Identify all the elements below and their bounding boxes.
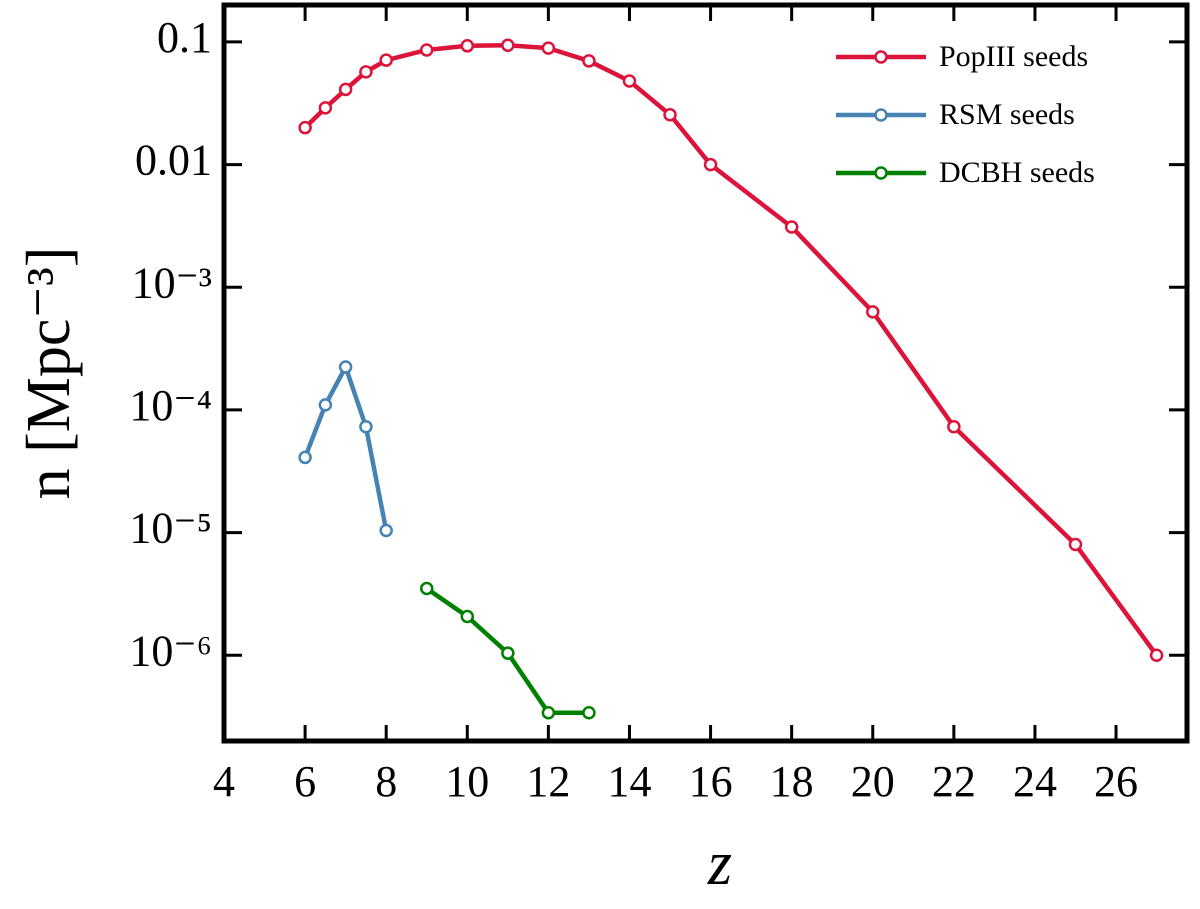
y-axis-label: n [Mpc⁻³] — [15, 247, 83, 500]
legend-marker — [874, 50, 888, 64]
data-point — [501, 38, 515, 52]
series-line — [303, 42, 1159, 657]
data-point — [784, 220, 799, 234]
x-tick-label: 20 — [851, 757, 895, 806]
series-line — [302, 364, 389, 531]
data-point — [359, 419, 373, 434]
data-point — [419, 581, 434, 596]
data-point — [582, 705, 596, 720]
x-tick-label: 24 — [1013, 757, 1057, 806]
y-tick-label: 10⁻³ — [132, 258, 212, 307]
y-tick-label: 10⁻⁵ — [129, 504, 212, 553]
x-tick-label: 26 — [1094, 757, 1138, 806]
x-tick-label: 22 — [932, 757, 976, 806]
x-tick-label: 12 — [526, 757, 570, 806]
data-point — [460, 39, 475, 53]
legend-label: PopIII seeds — [939, 40, 1088, 73]
data-point — [582, 54, 596, 68]
data-point — [663, 107, 677, 122]
y-tick-label: 10⁻⁶ — [129, 626, 212, 675]
data-point — [541, 41, 556, 55]
y-tick-label: 0.01 — [135, 136, 212, 185]
data-point — [1068, 537, 1083, 552]
legend-marker — [874, 108, 888, 122]
legend-label: DCBH seeds — [939, 156, 1095, 189]
data-point — [947, 419, 961, 434]
plot-frame — [221, 2, 1190, 744]
data-point — [1149, 648, 1164, 663]
x-tick-label: 14 — [607, 757, 651, 806]
data-point — [338, 82, 353, 97]
data-point — [318, 398, 333, 412]
data-point — [703, 157, 718, 172]
data-point — [460, 609, 475, 624]
x-axis-label: z — [707, 830, 732, 898]
x-tick-label: 4 — [213, 757, 235, 806]
y-tick-label: 10⁻⁴ — [129, 381, 212, 430]
data-point — [419, 43, 434, 57]
data-point — [298, 120, 312, 135]
data-point — [379, 53, 393, 67]
data-point — [622, 74, 637, 88]
legend-label: RSM seeds — [939, 98, 1075, 131]
data-point — [379, 523, 393, 538]
data-point — [501, 646, 515, 660]
x-tick-label: 8 — [375, 757, 397, 806]
data-point — [318, 101, 333, 115]
x-tick-label: 16 — [689, 757, 733, 806]
data-point — [541, 705, 556, 720]
data-point — [359, 65, 373, 79]
x-tick-label: 10 — [445, 757, 489, 806]
x-tick-label: 18 — [770, 757, 814, 806]
y-tick-label: 0.1 — [157, 13, 212, 62]
legend-marker — [874, 166, 888, 180]
x-tick-label: 6 — [294, 757, 316, 806]
data-point — [298, 450, 312, 465]
data-point — [338, 360, 353, 374]
data-point — [866, 305, 880, 319]
